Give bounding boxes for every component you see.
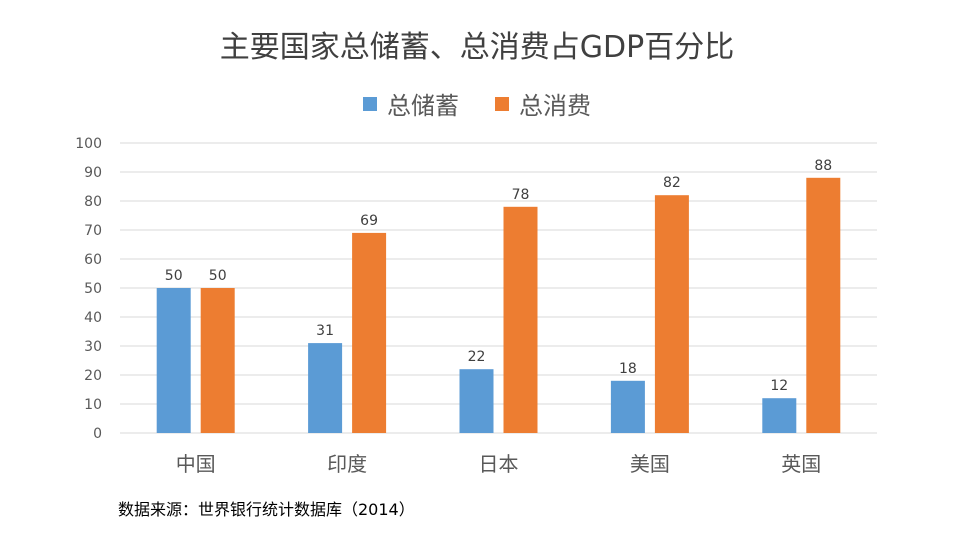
legend-swatch-savings — [363, 96, 377, 111]
bar — [156, 288, 191, 433]
data-label: 50 — [209, 268, 227, 284]
data-label: 22 — [468, 349, 486, 365]
data-label: 50 — [165, 268, 183, 284]
y-tick-label: 50 — [84, 281, 102, 297]
data-label: 78 — [512, 187, 530, 203]
data-label: 88 — [814, 158, 832, 174]
data-label: 69 — [360, 213, 378, 229]
y-tick-label: 60 — [84, 252, 102, 268]
bar — [610, 380, 645, 433]
legend-label-savings: 总储蓄 — [387, 92, 459, 120]
x-category-label: 英国 — [781, 452, 821, 476]
y-tick-label: 0 — [93, 426, 102, 442]
legend-swatch-consumption — [495, 96, 509, 111]
bar — [806, 177, 841, 433]
bar — [654, 195, 689, 433]
y-tick-label: 70 — [84, 223, 102, 239]
y-tick-label: 80 — [84, 194, 102, 210]
legend-item-consumption: 总消费 — [495, 86, 591, 121]
source-note: 数据来源：世界银行统计数据库（2014） — [118, 500, 415, 519]
y-tick-label: 10 — [84, 397, 102, 413]
x-category-label: 印度 — [327, 452, 367, 476]
data-label: 12 — [770, 378, 788, 394]
chart-legend: 总储蓄 总消费 — [0, 86, 954, 121]
legend-label-consumption: 总消费 — [519, 92, 591, 120]
bar — [308, 343, 343, 433]
data-label: 18 — [619, 361, 637, 377]
bar — [200, 288, 235, 433]
y-tick-label: 30 — [84, 339, 102, 355]
legend-item-savings: 总储蓄 — [363, 86, 459, 121]
chart-title: 主要国家总储蓄、总消费占GDP百分比 — [219, 30, 735, 65]
bar — [503, 206, 538, 433]
y-tick-label: 40 — [84, 310, 102, 326]
data-label: 31 — [316, 323, 334, 339]
bar — [762, 398, 797, 433]
x-category-label: 中国 — [176, 452, 216, 476]
y-tick-label: 20 — [84, 368, 102, 384]
y-tick-label: 100 — [75, 136, 102, 152]
data-label: 82 — [663, 175, 681, 191]
bar — [352, 232, 387, 433]
x-category-label: 日本 — [479, 452, 519, 476]
bar — [459, 369, 494, 433]
x-category-label: 美国 — [630, 452, 670, 476]
y-tick-label: 90 — [84, 165, 102, 181]
